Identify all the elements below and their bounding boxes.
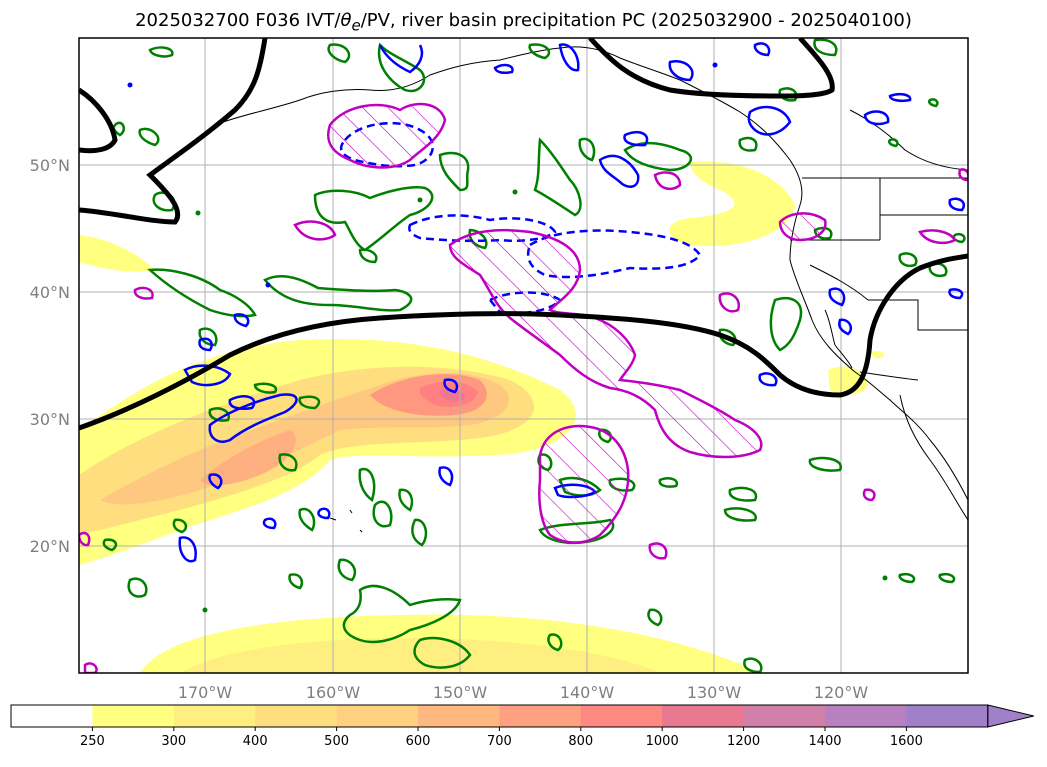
ivt-fill [79,161,885,673]
pv-contours [79,38,968,431]
colorbar-tick-label: 700 [487,734,512,749]
colorbar-segment [92,705,175,727]
lon-label-120w: 120°W [814,683,869,702]
colorbar-segment [580,705,663,727]
longitude-labels: 170°W 160°W 150°W 140°W 130°W 120°W [178,683,869,702]
map-frame [78,37,969,674]
title-prefix: 2025032700 F036 IVT/ [135,10,341,31]
latitude-labels: 50°N 40°N 30°N 20°N [30,156,70,556]
lon-label-130w: 130°W [687,683,742,702]
colorbar-segment [743,705,826,727]
colorbar-tick-label: 800 [568,734,593,749]
colorbar-tick-label: 600 [406,734,431,749]
lat-label-20: 20°N [30,537,70,556]
colorbar-tick-label: 1400 [808,734,841,749]
lon-label-160w: 160°W [306,683,361,702]
theta-e-contours [79,102,968,673]
colorbar-segment [662,705,745,727]
colorbar-tick-label: 1200 [727,734,760,749]
colorbar-tick-label: 500 [324,734,349,749]
map-panel [79,38,968,673]
colorbar-tick-label: 1600 [890,734,923,749]
colorbar-extend-arrow [987,704,1034,728]
map-title: 2025032700 F036 IVT/θe/PV, river basin p… [0,10,1047,35]
colorbar: 250 300 400 500 600 700 800 1000 1200 1400 1600 [10,704,1034,749]
colorbar-tick-label: 250 [80,734,105,749]
lat-label-30: 30°N [30,410,70,429]
lon-label-140w: 140°W [560,683,615,702]
colorbar-tick-label: 400 [243,734,268,749]
colorbar-segment [173,705,256,727]
colorbar-segment [499,705,582,727]
title-theta: θ [340,10,352,31]
point-markers [127,62,888,613]
colorbar-segment [336,705,419,727]
colorbar-segment [255,705,338,727]
colorbar-segment [11,705,93,727]
colorbar-segment [825,705,907,727]
lon-label-150w: 150°W [433,683,488,702]
lat-label-50: 50°N [30,156,70,175]
colorbar-segment [418,705,500,727]
colorbar-tick-label: 300 [161,734,186,749]
colorbar-tick-label: 1000 [646,734,679,749]
title-suffix: /PV, river basin precipitation PC (20250… [360,10,912,31]
lat-label-40: 40°N [30,283,70,302]
colorbar-segment [906,705,989,727]
lon-label-170w: 170°W [178,683,233,702]
title-theta-sub: e [351,16,361,35]
